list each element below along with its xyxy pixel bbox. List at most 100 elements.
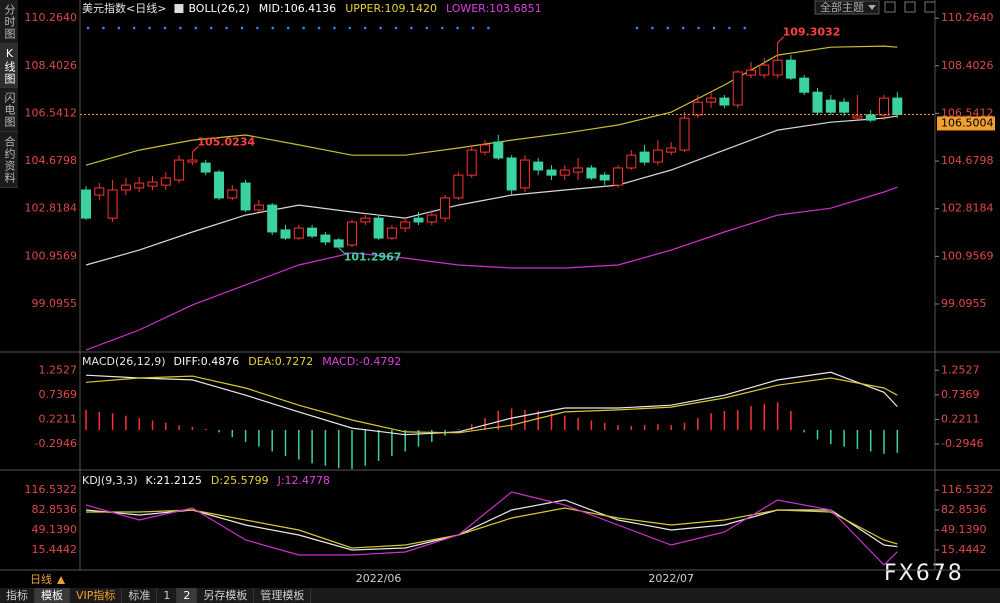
y-tick-label: 1.2527 xyxy=(941,363,980,376)
candle-body xyxy=(799,77,810,93)
side-tab[interactable]: 闪电图 xyxy=(0,88,18,132)
panel-title: KDJ(9,3,3) xyxy=(82,474,138,487)
candle-body xyxy=(174,159,185,181)
candle-body xyxy=(147,181,158,187)
candle-body xyxy=(892,97,903,115)
signal-dot xyxy=(240,26,244,30)
annotation-leader xyxy=(192,145,199,153)
toolbar-tab[interactable]: 指标 xyxy=(0,588,35,603)
legend-item: D:25.5799 xyxy=(211,474,269,487)
legend-item: J:12.4778 xyxy=(277,474,330,487)
toolbar-tab[interactable]: 模板 xyxy=(35,588,70,603)
period-arrow xyxy=(57,576,65,584)
candle-body xyxy=(626,154,637,169)
legend-item: K:21.2125 xyxy=(146,474,202,487)
signal-dot xyxy=(86,26,90,30)
y-tick-label: 104.6798 xyxy=(25,154,78,167)
candle-body xyxy=(214,171,224,199)
candle-body xyxy=(280,229,291,239)
window-button[interactable] xyxy=(904,1,916,13)
kdj-line xyxy=(85,491,898,566)
signal-dot xyxy=(148,26,151,30)
signal-dot xyxy=(132,26,136,30)
signal-dot xyxy=(302,26,305,30)
y-tick-label: 0.7369 xyxy=(941,388,980,401)
signal-dot xyxy=(117,26,121,30)
signal-dot xyxy=(379,26,382,30)
candle-body xyxy=(666,147,677,153)
y-tick-label: 106.5412 xyxy=(941,106,994,119)
y-tick-label: 110.2640 xyxy=(25,11,78,24)
toolbar: 指标 模板 VIP指标 标准 1 2 另存模板 管理模板 xyxy=(0,588,1000,603)
theme-button[interactable] xyxy=(814,0,880,15)
candle-body xyxy=(692,101,703,116)
y-tick-label: 108.4026 xyxy=(941,59,994,72)
legend-item: LOWER:103.6851 xyxy=(446,2,542,15)
candle-body xyxy=(546,169,557,176)
toolbar-tab[interactable]: VIP指标 xyxy=(70,588,123,603)
y-tick-label: -0.2946 xyxy=(35,437,77,450)
y-tick-label: 82.8536 xyxy=(941,503,987,516)
signal-dot xyxy=(681,26,685,30)
signal-dot xyxy=(286,26,290,30)
side-tab[interactable]: 合约资料 xyxy=(0,132,18,188)
candle-body xyxy=(493,141,504,159)
candle-body xyxy=(400,221,411,229)
macd-line xyxy=(85,375,898,434)
candle-body xyxy=(865,114,876,121)
x-tick-label: 2022/07 xyxy=(648,572,694,585)
candle-body xyxy=(825,99,836,113)
signal-dot xyxy=(163,26,167,30)
candle-body xyxy=(586,167,597,179)
signal-dot xyxy=(102,26,105,30)
side-tab[interactable]: 分时图 xyxy=(0,0,18,44)
y-tick-label: 110.2640 xyxy=(941,11,994,24)
candle-body xyxy=(785,59,796,79)
y-tick-label: 99.0955 xyxy=(32,297,78,310)
signal-dot xyxy=(333,26,336,30)
candle-body xyxy=(746,69,756,76)
candle-body xyxy=(772,59,783,76)
last-price-label: 106.5004 xyxy=(941,116,994,129)
candle-body xyxy=(120,184,131,191)
toolbar-tab[interactable]: 另存模板 xyxy=(197,588,255,603)
candle-body xyxy=(466,149,477,176)
indicator-icon xyxy=(174,4,184,13)
theme-button-label[interactable]: 全部主题 xyxy=(820,0,864,14)
candle-body xyxy=(573,167,584,173)
signal-dot xyxy=(194,26,198,30)
legend-item: BOLL(26,2) xyxy=(188,2,249,15)
y-tick-label: 15.4442 xyxy=(32,543,78,556)
signal-dot xyxy=(712,26,716,30)
window-button[interactable] xyxy=(884,1,896,13)
candle-body xyxy=(533,161,544,171)
signal-dot xyxy=(394,26,398,30)
candle-body xyxy=(94,187,105,196)
signal-dot xyxy=(666,26,670,30)
candle-body xyxy=(679,117,690,151)
toolbar-tab[interactable]: 2 xyxy=(177,588,198,603)
candle-body xyxy=(373,217,384,239)
candle-body xyxy=(426,214,437,223)
side-tab[interactable]: K线图 xyxy=(0,44,18,88)
candle-body xyxy=(360,217,371,223)
candle-body xyxy=(706,97,717,103)
y-tick-label: 106.5412 xyxy=(25,106,78,119)
y-tick-label: 15.4442 xyxy=(941,543,987,556)
candle-body xyxy=(81,189,91,219)
candle-body xyxy=(506,157,517,191)
period-label[interactable]: 日线 xyxy=(30,572,52,586)
macd-line xyxy=(85,371,898,436)
toolbar-tab[interactable]: 1 xyxy=(157,588,178,603)
y-tick-label: 108.4026 xyxy=(25,59,78,72)
candle-body xyxy=(307,227,318,237)
toolbar-tab[interactable]: 标准 xyxy=(122,588,158,603)
candle-body xyxy=(613,167,623,186)
y-tick-label: 0.7369 xyxy=(39,388,78,401)
toolbar-tab[interactable]: 管理模板 xyxy=(254,588,312,603)
candle-body xyxy=(253,204,264,211)
annotation-label: 109.3032 xyxy=(783,26,841,39)
candle-body xyxy=(347,221,357,246)
